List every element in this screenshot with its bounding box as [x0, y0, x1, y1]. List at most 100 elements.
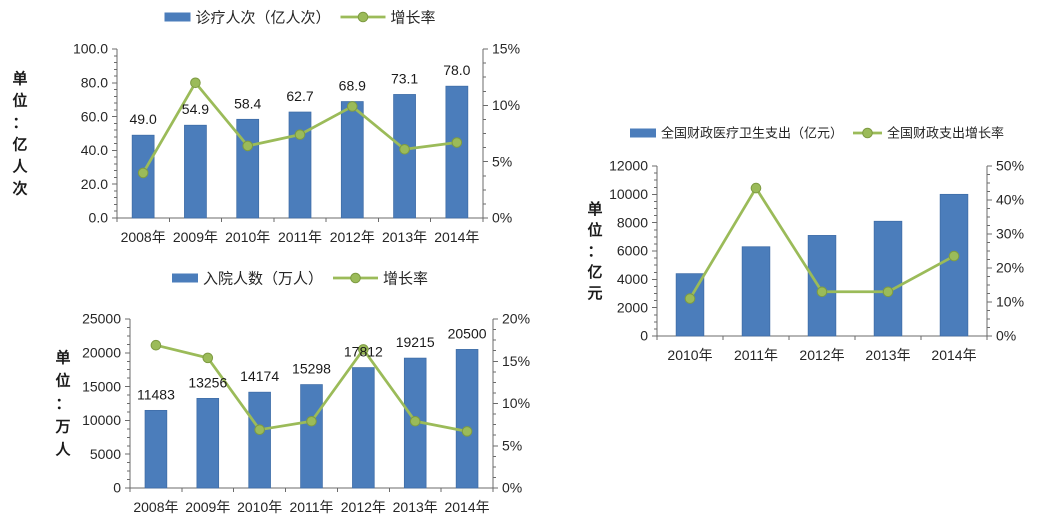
legend-label: 增长率: [383, 270, 428, 287]
chart-fiscal-health-expenditure: 0 2000 4000 6000 8000 10000 12000 0% 10% 20% 30% 40…: [587, 126, 1024, 363]
left-tick-label: 4000: [617, 271, 648, 287]
bar: [873, 220, 903, 337]
right-tick-label: 40%: [996, 192, 1024, 208]
unit-axis-title-char: 单: [587, 200, 602, 218]
bar: [340, 101, 364, 219]
line-marker: [461, 426, 473, 437]
left-tick-label: 15000: [82, 378, 121, 394]
y-axis-left: 0.0 20.0 40.0 60.0 80.0 100.0: [73, 41, 117, 226]
bar-value-label: 62.7: [286, 88, 313, 104]
bar-series: [144, 349, 479, 489]
right-tick-label: 15%: [492, 41, 520, 57]
line-marker: [190, 77, 201, 89]
right-tick-label: 20%: [996, 260, 1024, 276]
legend-label: 增长率: [391, 9, 436, 26]
right-tick-label: 0%: [996, 328, 1016, 344]
bar: [184, 124, 207, 219]
x-axis: 2008年 2009年 2010年 2011年 2012年 2013年 2014年: [129, 488, 494, 515]
x-axis-label: 2011年: [289, 499, 333, 515]
unit-axis-title-char: ：: [12, 115, 27, 132]
unit-axis-title: 单位 ： 万人: [54, 349, 71, 459]
legend-line-marker: [357, 11, 369, 23]
left-tick-label: 10000: [82, 412, 121, 428]
legend-label: 全国财政医疗卫生支出（亿元）: [661, 126, 843, 141]
right-tick-label: 50%: [996, 158, 1024, 174]
bar-value-label: 78.0: [443, 62, 470, 78]
legend-line-marker: [350, 272, 361, 284]
bar-data-labels: 11483 13256 14174 15298 17812 19215 20500: [137, 325, 487, 402]
x-axis-label: 2013年: [393, 499, 438, 515]
bar: [236, 118, 260, 219]
x-axis-label: 2009年: [173, 229, 218, 245]
growth-line-series: [684, 182, 960, 304]
right-tick-label: 10%: [492, 97, 520, 113]
right-tick-label: 10%: [502, 395, 530, 411]
bar-value-label: 49.0: [130, 111, 157, 127]
x-axis-label: 2012年: [341, 499, 386, 515]
x-axis-label: 2014年: [444, 499, 489, 515]
bar-value-label: 68.9: [339, 78, 366, 94]
bar: [939, 193, 969, 337]
bar: [352, 367, 375, 489]
bar: [445, 85, 469, 219]
x-axis-label: 2008年: [133, 499, 178, 515]
legend-label: 入院人数（万人）: [203, 269, 323, 287]
bar-value-label: 14174: [240, 368, 279, 384]
x-axis: 2010年 2011年 2012年 2013年 2014年: [656, 336, 988, 363]
bar: [300, 384, 323, 489]
bar: [807, 235, 837, 337]
growth-line-series: [150, 339, 473, 437]
unit-axis-title-char: ：: [55, 396, 70, 413]
left-tick-label: 40.0: [81, 142, 108, 158]
legend-label: 诊疗人次（亿人次）: [196, 9, 331, 26]
legend: 全国财政医疗卫生支出（亿元） 全国财政支出增长率: [630, 126, 1004, 141]
bar-value-label: 73.1: [391, 70, 418, 86]
bar: [196, 398, 220, 489]
legend-label: 全国财政支出增长率: [887, 126, 1004, 141]
left-tick-label: 5000: [90, 446, 121, 462]
bar: [144, 409, 168, 489]
bar: [455, 349, 479, 489]
legend-bar-swatch: [164, 12, 191, 22]
x-axis-label: 2013年: [382, 229, 427, 245]
line-marker: [202, 352, 214, 364]
right-tick-label: 0%: [492, 210, 512, 226]
left-tick-label: 8000: [617, 214, 648, 230]
line-marker: [137, 167, 149, 179]
x-axis-label: 2011年: [734, 347, 778, 363]
left-tick-label: 100.0: [73, 41, 108, 57]
unit-axis-title-char: 亿: [587, 263, 602, 281]
line-marker: [254, 424, 265, 435]
unit-axis-title-char: 位: [55, 372, 70, 390]
x-axis-label: 2012年: [799, 347, 844, 363]
unit-axis-title-char: 位: [12, 92, 27, 110]
left-tick-label: 12000: [609, 158, 648, 174]
right-tick-label: 30%: [996, 226, 1024, 242]
line-marker: [816, 286, 828, 298]
unit-axis-title-char: 元: [587, 285, 602, 302]
chart-hospital-admissions: 0 5000 10000 15000 20000 25000 0% 5% 10% 15% 20% 20…: [54, 269, 530, 515]
line-marker: [242, 140, 254, 152]
line-marker: [294, 129, 306, 140]
x-axis-label: 2013年: [865, 347, 910, 363]
left-tick-label: 0: [640, 328, 648, 344]
unit-axis-title-char: 人: [12, 159, 28, 176]
bar-value-label: 13256: [188, 374, 227, 390]
unit-axis-title-char: 亿: [12, 136, 27, 154]
legend-line-marker: [862, 127, 873, 139]
unit-axis-title-char: ：: [587, 243, 602, 260]
x-axis-label: 2014年: [931, 347, 976, 363]
line-marker: [409, 415, 421, 427]
growth-line-series: [137, 77, 463, 179]
x-axis-label: 2010年: [225, 229, 270, 245]
bar-data-labels: 49.0 54.9 58.4 62.7 68.9 73.1 78.0: [130, 62, 471, 127]
line-marker: [346, 101, 358, 112]
unit-axis-title-char: 次: [12, 180, 27, 198]
left-tick-label: 25000: [82, 311, 121, 327]
bar-value-label: 15298: [292, 361, 331, 377]
bar: [393, 94, 416, 219]
left-tick-label: 0: [113, 480, 121, 496]
right-tick-label: 15%: [502, 353, 530, 369]
